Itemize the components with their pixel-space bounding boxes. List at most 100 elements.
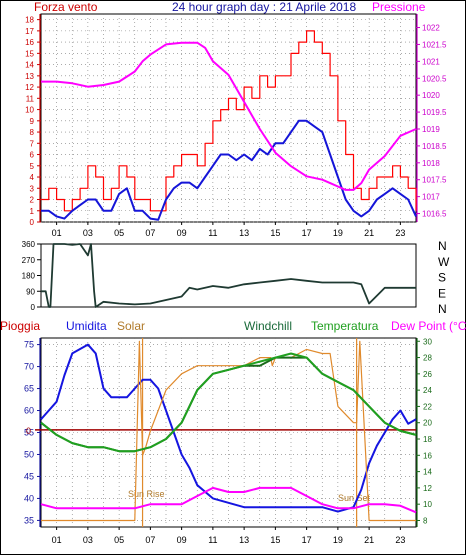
chart1-x-tick-label: 13 [239, 228, 249, 238]
chart3-right-tick-label: 10 [423, 500, 432, 509]
chart1-x-tick-label: 11 [208, 228, 217, 238]
chart3-left-tick-label: 40 [24, 493, 34, 503]
chart1-left-tick-label: 13 [25, 72, 34, 81]
chart1-left-tick-label: 1 [30, 207, 35, 216]
chart-title: 24 hour graph day : 21 Aprile 2018 [172, 0, 356, 14]
chart2-left-tick-label: 270 [22, 256, 36, 265]
chart1-series-pressure [41, 41, 417, 191]
chart3-right-tick-label: 22 [423, 402, 432, 411]
dew-point-label: Dew Point (°C) [391, 319, 466, 333]
chart1-x-tick-label: 21 [364, 228, 374, 238]
chart2-compass-label: W [438, 255, 450, 269]
chart2-left-tick-label: 0 [31, 303, 36, 312]
chart3-right-tick-label: 28 [423, 354, 432, 363]
chart1-right-tick-label: 1017.5 [422, 176, 447, 185]
chart3-left-tick-label: 55 [24, 428, 34, 438]
humidity-label: Umidita [66, 319, 107, 333]
chart3-left-tick-label: 60 [24, 406, 34, 416]
chart1-x-tick-label: 09 [177, 228, 187, 238]
chart3-left-tick-label: 70 [24, 362, 34, 372]
chart3-right-tick-label: 18 [423, 435, 432, 444]
chart3-x-tick-label: 11 [208, 535, 217, 545]
chart2-left-tick-label: 180 [22, 272, 36, 281]
chart2-compass-label: N [438, 239, 447, 253]
chart1-x-tick-label: 03 [83, 228, 93, 238]
chart3-left-tick-label: 75 [24, 340, 34, 350]
chart1-right-tick-label: 1018.5 [422, 142, 447, 151]
chart2-compass-label: S [438, 271, 446, 285]
windchill-label: Windchill [244, 319, 292, 333]
chart3-left-tick-label: 45 [24, 471, 34, 481]
chart1-right-tick-label: 1019 [422, 125, 440, 134]
chart1-x-tick-label: 05 [114, 228, 124, 238]
chart3-x-tick-label: 09 [177, 535, 187, 545]
chart1-left-tick-label: 9 [30, 117, 35, 126]
chart3-left-tick-label: 35 [24, 515, 34, 525]
chart1-left-tick-label: 18 [25, 16, 34, 25]
chart1-left-tick-label: 6 [30, 151, 35, 160]
chart1-left-tick-label: 11 [26, 94, 35, 103]
chart2-compass-label: E [438, 286, 446, 300]
chart3-left-tick-label: 50 [24, 449, 34, 459]
chart1-right-tick-label: 1016.5 [422, 210, 447, 219]
chart1-left-tick-label: 8 [30, 128, 35, 137]
chart1-left-tick-label: 14 [25, 61, 34, 70]
chart1-right-tick-label: 1018 [422, 159, 440, 168]
chart1-left-tick-label: 2 [30, 196, 35, 205]
chart3-x-tick-label: 01 [52, 535, 62, 545]
chart3-right-tick-label: 24 [423, 386, 432, 395]
chart1-left-tick-label: 10 [25, 106, 34, 115]
rain-label: Pioggia [0, 319, 40, 333]
chart2-compass-label: N [438, 302, 447, 316]
sunrise-annotation: Sun Rise [128, 489, 165, 499]
chart3-right-tick-label: 26 [423, 370, 432, 379]
solar-label: Solar [117, 319, 145, 333]
chart1-left-tick-label: 4 [30, 173, 35, 182]
wind-pressure-chart: 01234567891011121314151617181016.5101710… [25, 13, 447, 238]
chart3-x-tick-label: 21 [364, 535, 374, 545]
wind-speed-label: Forza vento [34, 0, 98, 14]
chart1-left-tick-label: 3 [30, 184, 35, 193]
chart3-x-tick-label: 23 [395, 535, 405, 545]
chart3-x-tick-label: 07 [145, 535, 155, 545]
chart1-left-tick-label: 5 [30, 162, 35, 171]
chart1-series-gust [41, 119, 417, 221]
chart3-right-tick-label: 12 [423, 484, 432, 493]
chart3-right-tick-label: 8 [423, 516, 428, 525]
chart1-x-tick-label: 17 [302, 228, 312, 238]
chart1-right-tick-label: 1021 [422, 57, 440, 66]
chart-labels: Forza vento 24 hour graph day : 21 April… [0, 0, 466, 333]
chart1-left-tick-label: 17 [25, 27, 34, 36]
chart1-left-tick-label: 7 [30, 139, 35, 148]
chart3-x-tick-label: 17 [302, 535, 312, 545]
chart3-x-tick-label: 13 [239, 535, 249, 545]
chart3-right-tick-label: 30 [423, 337, 432, 346]
chart1-left-tick-label: 16 [25, 38, 34, 47]
pressure-label: Pressione [372, 0, 426, 14]
chart3-x-tick-label: 19 [333, 535, 343, 545]
rain-value-label: 0 [26, 426, 31, 436]
chart2-left-tick-label: 90 [26, 287, 35, 296]
chart1-x-tick-label: 07 [145, 228, 155, 238]
chart3-series-dewpoint [40, 486, 417, 514]
temperature-label: Temperatura [311, 319, 379, 333]
chart1-x-tick-label: 19 [333, 228, 343, 238]
chart1-left-tick-label: 15 [25, 49, 34, 58]
chart1-right-tick-label: 1020.5 [422, 74, 447, 83]
chart1-right-tick-label: 1019.5 [422, 108, 447, 117]
chart3-series-solar [41, 340, 416, 522]
chart1-right-tick-label: 1017 [422, 193, 440, 202]
chart1-left-tick-label: 12 [25, 83, 34, 92]
chart3-x-tick-label: 03 [83, 535, 93, 545]
chart3-right-tick-label: 14 [423, 468, 432, 477]
chart1-right-tick-label: 1021.5 [422, 40, 447, 49]
temperature-humidity-chart: 35 40 45 50 55 60 65 70 75 8 10 12 14 16 18 20 22 24 26 28 3… [24, 337, 432, 545]
chart3-right-tick-label: 20 [423, 419, 432, 428]
chart3-left-tick-label: 65 [24, 384, 34, 394]
chart1-x-tick-label: 15 [270, 228, 280, 238]
chart3-series-temperature [40, 352, 417, 453]
